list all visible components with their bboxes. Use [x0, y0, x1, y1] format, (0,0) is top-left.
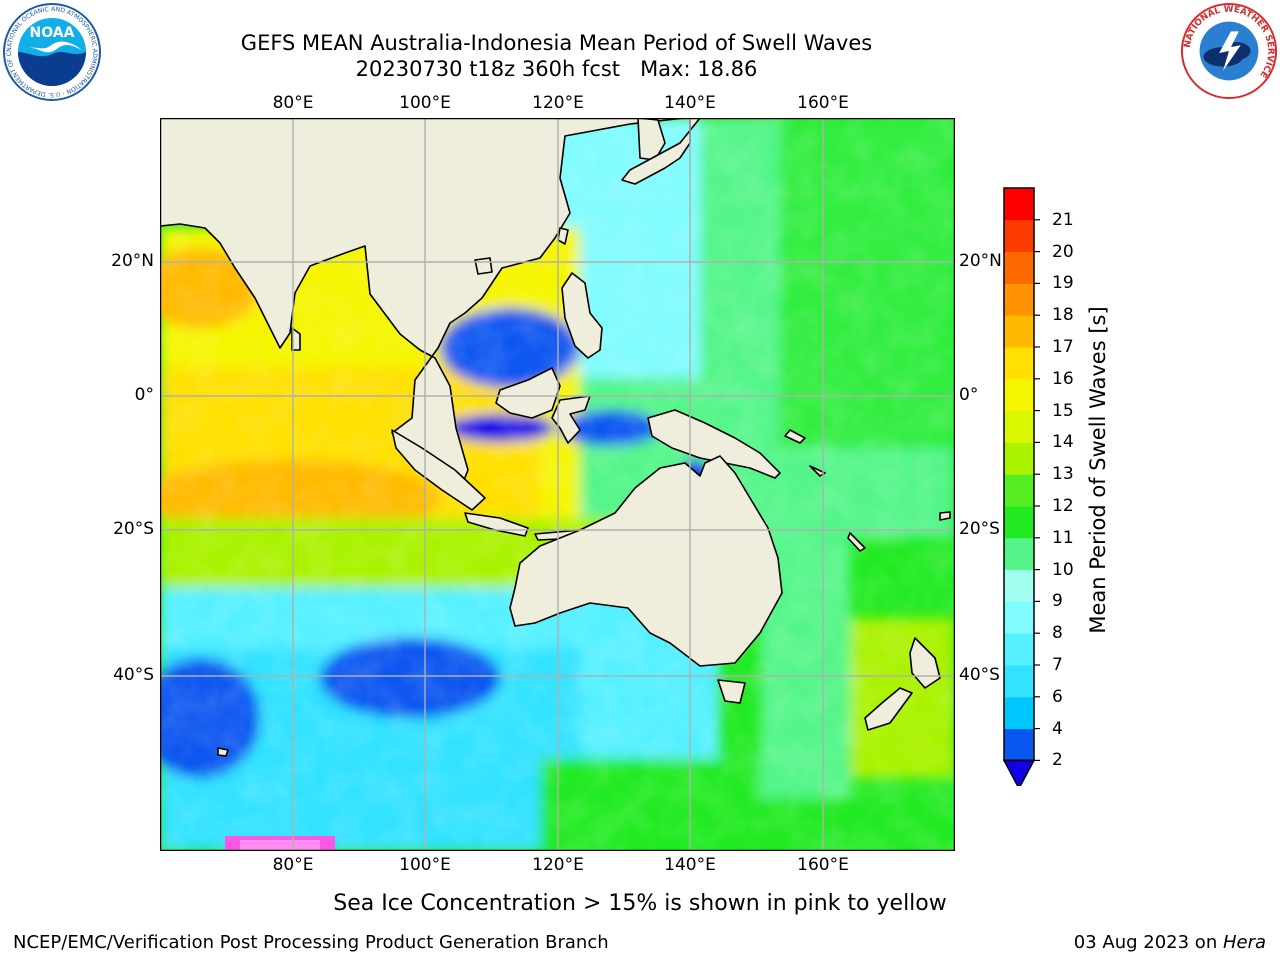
colorbar-segment [1004, 537, 1034, 571]
lon-label-140e-bottom: 140°E [664, 855, 716, 875]
colorbar-tick-label: 12 [1052, 496, 1074, 516]
colorbar-segment [1004, 569, 1034, 602]
colorbar-segment [1004, 633, 1034, 666]
lat-label-40s-right: 40°S [959, 665, 1000, 685]
colorbar-tick-label: 17 [1052, 337, 1074, 357]
nws-logo: NATIONAL WEATHER SERVICE [1180, 2, 1278, 100]
lat-label-20s-right: 20°S [959, 519, 1000, 539]
colorbar-segment [1004, 474, 1034, 507]
lat-label-40s-left: 40°S [113, 665, 154, 685]
colorbar-tick-label: 18 [1052, 305, 1074, 326]
lon-label-120e-bottom: 120°E [532, 855, 584, 875]
lon-label-160e-bottom: 160°E [797, 855, 849, 875]
run-date: 03 Aug 2023 on Hera [1074, 932, 1266, 953]
colorbar-segment [1004, 728, 1034, 761]
lat-label-0-left: 0° [134, 385, 154, 405]
colorbar-tick-label: 14 [1052, 432, 1074, 453]
colorbar-label: Mean Period of Swell Waves [s] [1086, 306, 1110, 634]
lat-label-0-right: 0° [959, 385, 979, 405]
colorbar-tick-label: 7 [1052, 655, 1063, 675]
colorbar-tick-label: 9 [1052, 591, 1063, 612]
colorbar-tick-label: 20 [1052, 241, 1074, 262]
colorbar-segment [1004, 410, 1034, 443]
lon-label-100e-top: 100°E [399, 93, 451, 113]
run-date-text: 03 Aug 2023 on [1073, 932, 1223, 953]
lon-label-160e-top: 160°E [797, 93, 849, 113]
lon-label-140e-top: 140°E [664, 93, 716, 113]
colorbar-segment [1004, 251, 1034, 284]
colorbar-tick-label: 10 [1052, 559, 1074, 580]
host-name: Hera [1222, 932, 1266, 953]
colorbar [1002, 187, 1040, 786]
colorbar-tick-label: 16 [1052, 368, 1074, 389]
colorbar-segment [1004, 283, 1034, 316]
colorbar-tick-label: 11 [1052, 527, 1074, 548]
colorbar-tick-label: 4 [1052, 718, 1063, 739]
producer-credit: NCEP/EMC/Verification Post Processing Pr… [13, 932, 609, 953]
colorbar-segment [1004, 665, 1034, 698]
lat-label-20n-right: 20°N [959, 251, 1002, 271]
colorbar-segment [1004, 601, 1034, 634]
svg-text:NOAA: NOAA [30, 25, 75, 41]
sea-ice-note: Sea Ice Concentration > 15% is shown in … [333, 891, 947, 916]
colorbar-tick-label: 15 [1052, 400, 1074, 421]
colorbar-segment [1004, 188, 1034, 221]
colorbar-segment [1004, 378, 1034, 412]
chart-subtitle: 20230730 t18z 360h fcst Max: 18.86 [355, 57, 758, 81]
colorbar-tick-label: 6 [1052, 686, 1063, 707]
colorbar-segment [1004, 696, 1034, 730]
colorbar-tick-label: 21 [1052, 209, 1074, 230]
colorbar-segment [1004, 506, 1034, 539]
colorbar-tick-label: 2 [1052, 750, 1063, 771]
swell-period-map [160, 118, 955, 851]
noaa-logo: NATIONAL OCEANIC AND ATMOSPHERIC ADMINIS… [2, 2, 101, 101]
colorbar-segment [1004, 442, 1034, 475]
lon-label-120e-top: 120°E [532, 93, 584, 113]
lon-label-80e-top: 80°E [272, 93, 314, 113]
colorbar-segment [1004, 315, 1034, 348]
colorbar-tick-label: 8 [1052, 623, 1063, 644]
chart-title: GEFS MEAN Australia-Indonesia Mean Perio… [240, 31, 873, 55]
lat-label-20s-left: 20°S [113, 519, 154, 539]
lon-label-80e-bottom: 80°E [272, 855, 314, 875]
colorbar-tick-label: 13 [1052, 464, 1074, 485]
lon-label-100e-bottom: 100°E [399, 855, 451, 875]
colorbar-segment [1004, 219, 1034, 253]
colorbar-segment [1004, 347, 1034, 380]
lat-label-20n-left: 20°N [111, 251, 154, 271]
colorbar-tick-label: 19 [1052, 273, 1074, 294]
colorbar-extend-arrow [1002, 759, 1036, 786]
